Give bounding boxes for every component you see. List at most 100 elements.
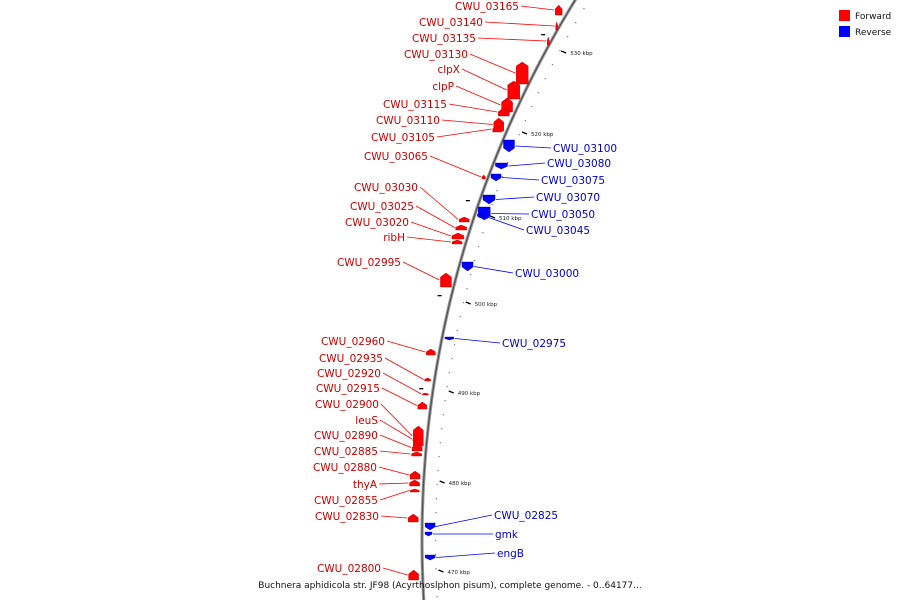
minor-tick xyxy=(435,540,437,542)
minor-tick xyxy=(583,8,585,10)
forward-gene-label: CWU_02885 xyxy=(314,446,378,458)
legend: Forward Reverse xyxy=(839,10,892,38)
reverse-gene-label: CWU_03070 xyxy=(536,192,600,204)
minor-tick xyxy=(439,442,441,444)
forward-gene-label: ribH xyxy=(383,232,405,244)
forward-gene-leader xyxy=(378,482,409,485)
forward-gene-label: CWU_02960 xyxy=(321,336,385,348)
forward-gene-label: CWU_02995 xyxy=(337,257,401,269)
map-caption: Buchnera aphidicola str. JF98 (Acyrthosi… xyxy=(258,581,641,591)
reverse-gene-feature xyxy=(424,531,433,537)
forward-gene-feature xyxy=(555,21,558,31)
reverse-gene-label: CWU_02825 xyxy=(494,510,558,522)
forward-gene-feature xyxy=(413,425,424,447)
forward-gene-label: leuS xyxy=(355,415,378,427)
reverse-gene-feature xyxy=(424,554,436,561)
forward-gene-leader xyxy=(406,236,452,243)
reverse-gene-leader xyxy=(436,552,496,558)
reverse-gene-feature xyxy=(495,162,508,170)
forward-gene-feature xyxy=(411,443,423,452)
minor-tick xyxy=(501,176,503,178)
forward-gene-label: CWU_02915 xyxy=(316,383,380,395)
tick-mark xyxy=(489,215,496,219)
minor-tick xyxy=(448,372,451,374)
minor-tick xyxy=(567,36,569,38)
minor-tick xyxy=(435,554,437,556)
forward-gene-leader xyxy=(380,403,413,437)
minor-tick xyxy=(435,512,437,514)
forward-gene-label: CWU_03105 xyxy=(371,132,435,144)
forward-gene-label: CWU_02935 xyxy=(319,353,383,365)
tick-mark xyxy=(438,569,444,573)
reverse-gene-leader xyxy=(473,266,514,274)
forward-gene-label: CWU_03140 xyxy=(419,17,483,29)
reverse-gene-feature xyxy=(444,336,455,341)
tick-label: 520 kbp xyxy=(531,132,554,138)
minor-tick xyxy=(496,190,498,192)
tick-label: 490 kbp xyxy=(458,391,481,397)
minor-tick xyxy=(453,344,456,346)
minor-tick xyxy=(446,386,448,388)
forward-gene-feature xyxy=(426,348,436,356)
reverse-gene-label: CWU_03080 xyxy=(547,158,611,170)
reverse-gene-label: CWU_03100 xyxy=(553,143,617,155)
forward-gene-leader xyxy=(379,434,412,448)
legend-reverse-label: Reverse xyxy=(855,28,892,38)
forward-gene-feature xyxy=(451,239,463,245)
forward-gene-label: thyA xyxy=(353,479,378,491)
forward-gene-feature xyxy=(411,451,422,457)
forward-gene-label: CWU_02800 xyxy=(317,563,381,575)
forward-gene-leader xyxy=(410,221,452,237)
forward-gene-label: CWU_03135 xyxy=(412,33,476,45)
reverse-gene-feature xyxy=(503,139,515,153)
forward-gene-leader xyxy=(386,340,426,353)
tick-mark xyxy=(521,131,528,135)
forward-gene-leader xyxy=(520,5,555,11)
tick-label: 480 kbp xyxy=(449,481,472,487)
minor-tick xyxy=(435,582,438,584)
minor-tick xyxy=(435,526,437,528)
reverse-gene-feature xyxy=(478,206,491,221)
forward-gene-leader xyxy=(436,128,492,138)
forward-gene-label: CWU_03030 xyxy=(354,182,418,194)
minor-tick xyxy=(438,456,440,458)
tick-label: 500 kbp xyxy=(475,302,498,308)
reverse-gene-label: engB xyxy=(497,548,524,560)
forward-gene-label: CWU_02920 xyxy=(317,368,381,380)
reverse-gene-feature xyxy=(424,522,436,531)
minor-tick xyxy=(466,288,468,290)
reverse-gene-leader xyxy=(491,213,530,215)
minor-tick xyxy=(544,78,546,80)
tick-label: 510 kbp xyxy=(499,216,522,222)
forward-gene-leader xyxy=(429,155,482,178)
forward-gene-feature xyxy=(408,513,419,523)
forward-gene-feature xyxy=(451,232,465,240)
forward-gene-feature xyxy=(409,488,420,493)
forward-gene-feature xyxy=(424,377,431,382)
reverse-gene-feature xyxy=(482,194,496,205)
forward-gene-label: CWU_02890 xyxy=(314,430,378,442)
reverse-gene-label: CWU_03000 xyxy=(515,268,579,280)
tick-label: 530 kbp xyxy=(570,51,593,57)
minor-tick xyxy=(470,274,472,276)
forward-gene-feature xyxy=(482,174,486,180)
reverse-gene-feature xyxy=(461,261,474,272)
forward-gene-label: CWU_03115 xyxy=(383,99,447,111)
minor-tick xyxy=(524,120,526,122)
minor-tick xyxy=(482,232,484,234)
minor-tick xyxy=(507,162,509,164)
forward-gene-leader xyxy=(384,357,424,380)
inner-tick xyxy=(419,388,424,390)
forward-gene-label: CWU_02855 xyxy=(314,495,378,507)
reverse-gene-leader xyxy=(454,338,501,344)
forward-gene-leader xyxy=(419,186,459,220)
reverse-gene-label: CWU_02975 xyxy=(502,338,566,350)
forward-gene-leader xyxy=(379,490,410,501)
forward-gene-feature xyxy=(459,216,470,223)
forward-gene-leader xyxy=(402,261,440,281)
minor-tick xyxy=(435,568,437,570)
minor-tick xyxy=(462,302,465,304)
tick-mark xyxy=(560,50,567,54)
reverse-gene-leader xyxy=(502,177,540,181)
forward-gene-leader xyxy=(382,372,422,395)
